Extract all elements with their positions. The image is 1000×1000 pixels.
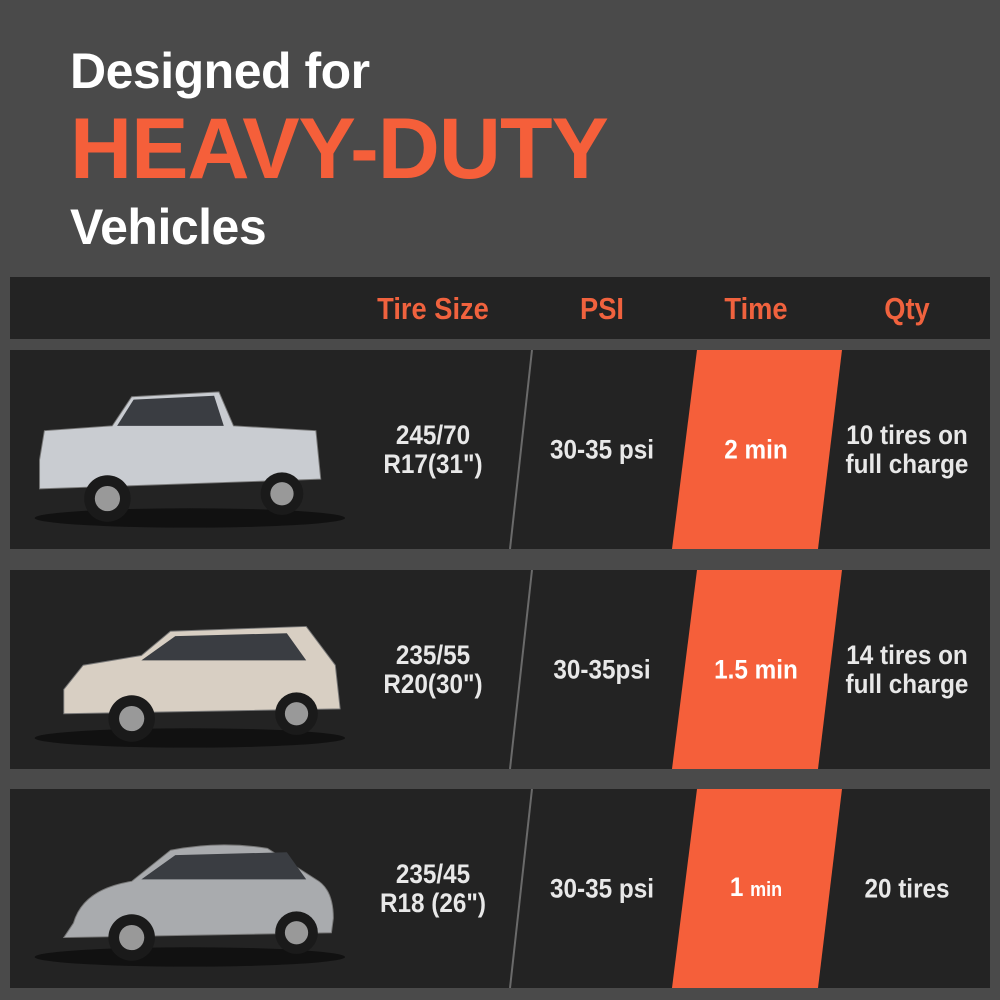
qty-line-1: 10 tires on — [846, 419, 968, 450]
tire-size-line-2: R20(30") — [383, 668, 483, 699]
header-tire-size: Tire Size — [377, 291, 489, 326]
table-header: Tire Size PSI Time Qty — [10, 277, 990, 339]
time-cell: 1.5 min — [714, 655, 798, 684]
qty-line-1: 14 tires on — [846, 639, 968, 670]
qty-cell: 14 tires on full charge — [845, 639, 969, 699]
time-value: 2 min — [724, 434, 788, 464]
qty-cell: 20 tires — [864, 874, 949, 903]
title-heavy-duty: HEAVY-DUTY — [70, 101, 609, 197]
time-highlight-band — [672, 789, 842, 988]
tire-size-line-1: 235/45 — [395, 858, 471, 889]
table-row: 235/45 R18 (26") 30-35 psi 1 min 20 tire… — [10, 789, 990, 988]
sedan-image — [34, 844, 345, 967]
time-highlight-band — [672, 350, 842, 549]
tire-size-line-2: R17(31") — [383, 448, 483, 479]
tire-size-cell: 235/55 R20(30") — [383, 639, 483, 699]
time-cell: 2 min — [724, 435, 787, 464]
time-value: 1 — [729, 871, 744, 902]
table-row: 245/70 R17(31") 30-35 psi 2 min 10 tires… — [10, 350, 990, 549]
tire-size-line-1: 245/70 — [395, 419, 471, 450]
qty-cell: 10 tires on full charge — [845, 419, 969, 479]
time-highlight-band — [672, 570, 842, 769]
psi-cell: 30-35psi — [553, 654, 651, 684]
title-line-3: Vehicles — [70, 199, 267, 255]
header-qty: Qty — [884, 291, 930, 326]
tire-size-cell: 245/70 R17(31") — [383, 419, 483, 479]
tire-size-cell: 235/45 R18 (26") — [379, 858, 487, 918]
column-divider — [509, 350, 533, 549]
psi-cell: 30-35 psi — [549, 434, 655, 464]
tire-size-line-1: 235/55 — [395, 639, 471, 670]
qty-line-1: 20 tires — [864, 873, 950, 903]
column-divider — [509, 789, 533, 988]
qty-line-2: full charge — [845, 448, 969, 479]
header-time: Time — [724, 291, 788, 326]
time-unit: min — [750, 878, 783, 901]
qty-line-2: full charge — [845, 668, 969, 699]
time-value: 1.5 min — [714, 654, 798, 684]
column-divider — [509, 570, 533, 769]
suv-image — [34, 625, 345, 748]
time-cell: 1 min — [729, 871, 783, 905]
table-row: 235/55 R20(30") 30-35psi 1.5 min 14 tire… — [10, 570, 990, 769]
header-psi: PSI — [580, 291, 624, 326]
tire-size-line-2: R18 (26") — [379, 887, 487, 918]
title-line-1: Designed for — [70, 43, 370, 99]
psi-cell: 30-35 psi — [549, 873, 655, 903]
pickup-truck-image — [34, 391, 345, 528]
